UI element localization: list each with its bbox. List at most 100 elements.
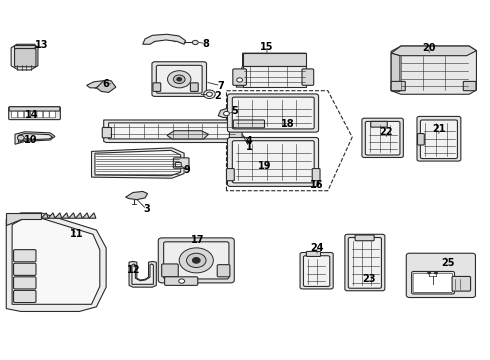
Polygon shape xyxy=(41,213,48,218)
FancyBboxPatch shape xyxy=(14,291,36,302)
FancyBboxPatch shape xyxy=(229,127,242,138)
FancyBboxPatch shape xyxy=(152,62,206,96)
FancyBboxPatch shape xyxy=(417,116,461,161)
Text: 5: 5 xyxy=(231,107,238,116)
Circle shape xyxy=(173,75,185,84)
FancyBboxPatch shape xyxy=(217,265,230,277)
Text: 3: 3 xyxy=(143,204,150,214)
Polygon shape xyxy=(6,213,106,311)
FancyBboxPatch shape xyxy=(18,109,24,118)
FancyBboxPatch shape xyxy=(153,83,161,91)
Circle shape xyxy=(435,272,438,274)
Text: 14: 14 xyxy=(25,110,38,120)
FancyBboxPatch shape xyxy=(300,252,333,289)
FancyBboxPatch shape xyxy=(226,168,234,181)
Polygon shape xyxy=(62,213,69,218)
FancyBboxPatch shape xyxy=(412,271,455,294)
FancyBboxPatch shape xyxy=(165,277,198,285)
FancyBboxPatch shape xyxy=(37,109,43,118)
Text: 8: 8 xyxy=(202,39,209,49)
FancyBboxPatch shape xyxy=(302,69,314,85)
Text: 10: 10 xyxy=(24,135,37,145)
Text: 17: 17 xyxy=(191,235,204,245)
Circle shape xyxy=(237,78,243,82)
Text: 6: 6 xyxy=(103,79,110,89)
Polygon shape xyxy=(218,109,234,117)
FancyBboxPatch shape xyxy=(9,107,60,120)
Polygon shape xyxy=(104,120,240,143)
Text: 23: 23 xyxy=(363,274,376,284)
FancyBboxPatch shape xyxy=(164,242,229,279)
FancyBboxPatch shape xyxy=(30,109,36,118)
FancyBboxPatch shape xyxy=(156,65,202,93)
Polygon shape xyxy=(87,81,109,88)
Text: 9: 9 xyxy=(183,165,190,175)
FancyBboxPatch shape xyxy=(227,138,318,186)
Text: 7: 7 xyxy=(217,81,224,91)
Polygon shape xyxy=(15,132,55,144)
FancyBboxPatch shape xyxy=(420,120,458,158)
Circle shape xyxy=(179,248,213,273)
FancyBboxPatch shape xyxy=(24,109,30,118)
Text: 12: 12 xyxy=(127,265,141,275)
Polygon shape xyxy=(11,44,38,70)
Polygon shape xyxy=(243,66,306,87)
FancyBboxPatch shape xyxy=(12,109,18,118)
FancyBboxPatch shape xyxy=(173,158,189,168)
Text: 16: 16 xyxy=(310,180,324,190)
Text: 1: 1 xyxy=(245,142,252,152)
FancyBboxPatch shape xyxy=(355,235,374,241)
FancyBboxPatch shape xyxy=(417,134,424,145)
Polygon shape xyxy=(14,45,35,48)
Polygon shape xyxy=(48,213,55,218)
FancyBboxPatch shape xyxy=(49,109,55,118)
FancyBboxPatch shape xyxy=(306,251,320,256)
FancyBboxPatch shape xyxy=(232,97,314,129)
Polygon shape xyxy=(129,261,156,287)
Text: 22: 22 xyxy=(380,127,393,137)
Circle shape xyxy=(177,77,182,81)
Circle shape xyxy=(193,257,200,263)
Text: 25: 25 xyxy=(441,258,454,268)
FancyBboxPatch shape xyxy=(463,81,476,91)
Circle shape xyxy=(206,92,212,96)
Text: 13: 13 xyxy=(35,40,48,50)
FancyBboxPatch shape xyxy=(312,168,320,181)
Polygon shape xyxy=(95,150,181,176)
Circle shape xyxy=(179,279,185,283)
Polygon shape xyxy=(391,46,476,56)
FancyBboxPatch shape xyxy=(14,249,36,262)
Circle shape xyxy=(187,253,206,267)
FancyBboxPatch shape xyxy=(9,107,60,111)
FancyBboxPatch shape xyxy=(406,253,475,297)
FancyBboxPatch shape xyxy=(366,121,400,155)
FancyBboxPatch shape xyxy=(362,118,403,157)
Text: 20: 20 xyxy=(422,43,436,53)
Polygon shape xyxy=(236,53,306,87)
FancyBboxPatch shape xyxy=(175,162,181,167)
FancyBboxPatch shape xyxy=(345,234,385,291)
Circle shape xyxy=(203,90,215,99)
Text: 2: 2 xyxy=(214,91,220,102)
Polygon shape xyxy=(69,213,75,218)
FancyBboxPatch shape xyxy=(391,81,405,91)
FancyBboxPatch shape xyxy=(348,238,381,288)
Polygon shape xyxy=(243,53,306,66)
FancyBboxPatch shape xyxy=(14,263,36,275)
FancyBboxPatch shape xyxy=(232,141,314,183)
Text: 4: 4 xyxy=(246,136,253,146)
Polygon shape xyxy=(97,81,116,93)
FancyBboxPatch shape xyxy=(413,273,453,293)
FancyBboxPatch shape xyxy=(191,83,198,91)
Polygon shape xyxy=(75,213,82,218)
FancyBboxPatch shape xyxy=(43,109,49,118)
Polygon shape xyxy=(55,213,62,218)
FancyBboxPatch shape xyxy=(233,120,265,128)
FancyBboxPatch shape xyxy=(233,69,246,85)
Polygon shape xyxy=(19,134,52,143)
Polygon shape xyxy=(109,123,237,139)
FancyBboxPatch shape xyxy=(14,277,36,289)
Text: 11: 11 xyxy=(70,229,84,239)
FancyBboxPatch shape xyxy=(158,238,234,283)
Circle shape xyxy=(223,111,229,116)
